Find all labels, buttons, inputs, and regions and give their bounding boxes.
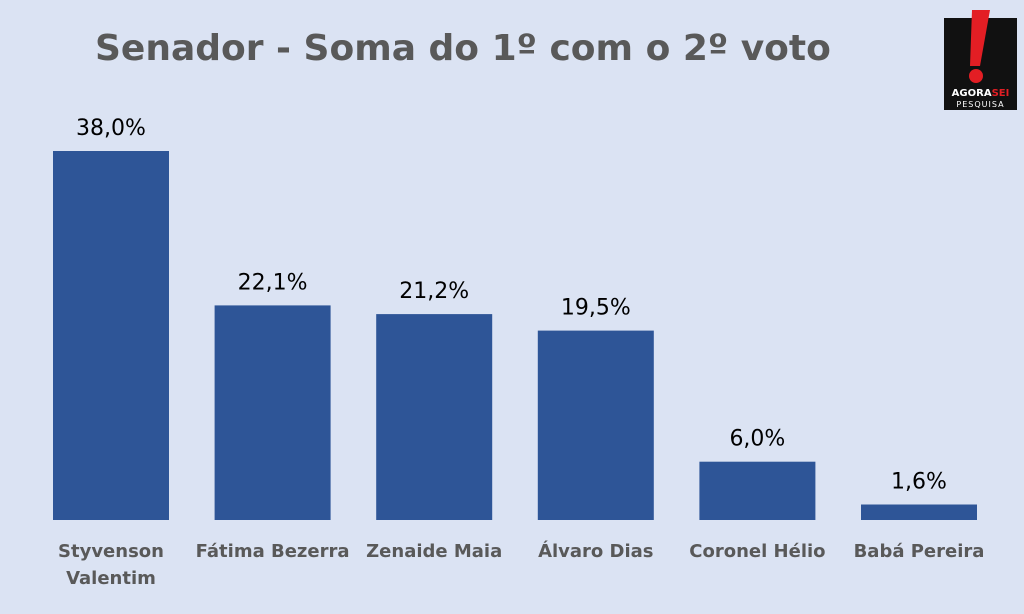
agorasei-logo: AGORASEI PESQUISA (944, 10, 1017, 110)
data-label-5: 1,6% (891, 470, 947, 495)
bar-2 (376, 314, 493, 520)
logo-text-agora: AGORA (951, 88, 992, 99)
logo-wordmark: AGORASEI (944, 88, 1017, 99)
logo-mark-icon (944, 10, 1017, 110)
category-label-0-line-0: Styvenson (58, 541, 164, 562)
category-label-2: Zenaide Maia (366, 541, 502, 562)
logo-text-sei: SEI (991, 88, 1010, 99)
data-label-1: 22,1% (238, 270, 308, 295)
category-label-1: Fátima Bezerra (196, 541, 350, 562)
chart-title: Senador - Soma do 1º com o 2º voto (95, 28, 831, 69)
category-label-5: Babá Pereira (854, 541, 985, 562)
category-label-3: Álvaro Dias (538, 540, 653, 562)
logo-text-pesquisa: PESQUISA (956, 100, 1005, 109)
bar-0 (53, 151, 169, 520)
data-label-3: 19,5% (561, 296, 631, 321)
data-label-0: 38,0% (76, 116, 146, 141)
data-label-4: 6,0% (729, 427, 785, 452)
bar-4 (699, 461, 816, 520)
data-label-2: 21,2% (399, 279, 469, 304)
category-label-0-line-1: Valentim (66, 568, 156, 589)
bar-3 (537, 330, 654, 520)
bar-1 (214, 305, 331, 520)
category-label-4: Coronel Hélio (689, 541, 825, 562)
bar-5 (861, 504, 977, 520)
